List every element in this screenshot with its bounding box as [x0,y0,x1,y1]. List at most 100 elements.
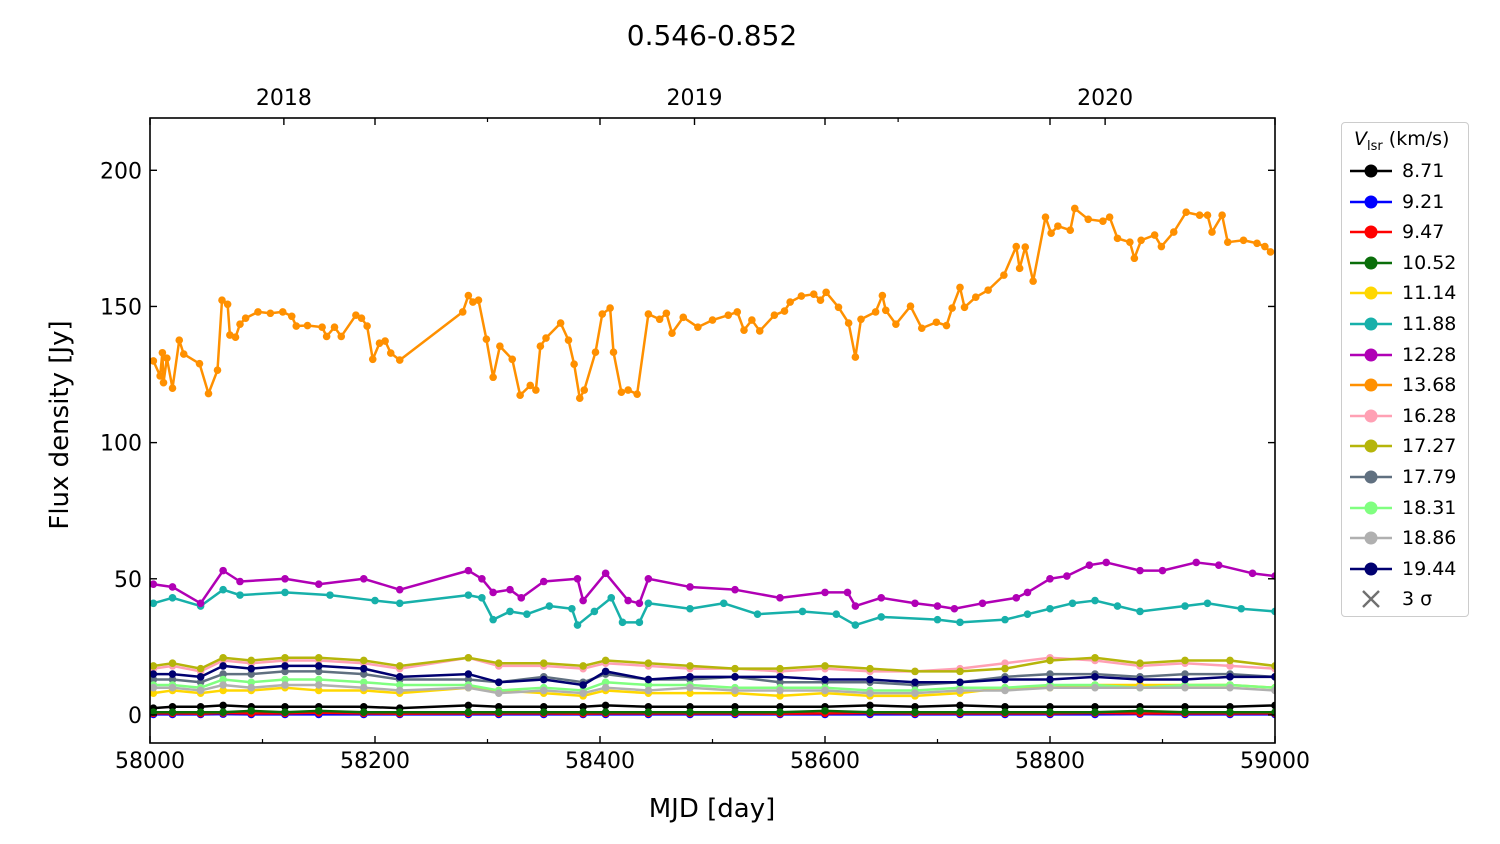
data-point [1091,653,1099,662]
data-point [386,349,395,357]
data-point [644,686,653,695]
data-point [494,689,503,697]
data-point [1271,662,1275,670]
data-point [1136,607,1144,616]
data-point [798,607,807,616]
data-point [281,667,289,676]
data-point [1047,229,1055,237]
data-point [168,670,177,678]
data-point [196,686,205,695]
legend-marker-icon [1350,439,1392,453]
data-point [219,681,227,689]
data-point [776,702,784,711]
data-point [821,686,829,695]
data-point [956,283,964,292]
data-point [1181,656,1189,665]
data-point [278,308,287,316]
data-point [523,610,531,618]
data-point [590,607,599,616]
data-point [539,702,548,711]
data-point [821,707,829,715]
data-point [281,588,289,597]
legend-label: 17.79 [1402,466,1457,488]
data-point [832,610,841,618]
data-point [266,309,275,318]
data-point [219,701,227,710]
data-point [204,389,213,398]
legend: Vlsr (km/s) 8.71 9.21 9.47 10.52 11.14 11.88 1… [1341,122,1469,617]
legend-entry: 10.52 [1348,249,1456,277]
data-point [542,334,550,342]
data-point [866,664,874,673]
data-point [236,577,244,586]
data-point [911,708,919,717]
data-point [517,594,526,602]
y-axis-label: Flux density [Jy] [45,320,75,529]
data-point [168,702,177,711]
data-point [731,708,739,717]
data-point [686,689,694,697]
data-point [536,342,545,351]
data-point [314,686,323,695]
data-point [740,326,748,334]
legend-marker-icon [1350,286,1392,300]
data-point [363,322,371,330]
data-point [359,664,368,673]
data-point [1181,670,1189,678]
data-point [644,708,653,717]
data-point [150,689,158,697]
data-point [359,670,368,678]
data-point [150,683,158,692]
data-point [223,300,232,309]
data-point [330,323,339,331]
data-point [601,701,610,710]
data-point [1063,572,1071,580]
data-point [1012,242,1021,251]
data-point [1248,569,1257,578]
y-tick-label: 150 [100,295,142,320]
y-tick-label: 50 [114,568,142,593]
data-point [322,332,331,341]
data-point [851,353,860,361]
data-point [933,602,942,610]
data-point [601,569,610,578]
data-point [1046,604,1054,613]
data-point [686,673,694,681]
data-point [150,662,158,670]
legend-entry: 17.79 [1348,463,1456,491]
legend-label: 9.47 [1402,221,1445,244]
y-tick-label: 100 [100,432,142,457]
legend-marker-icon [1350,531,1392,545]
data-point [635,599,644,608]
data-point [539,577,548,586]
data-point [579,708,587,717]
data-point [247,670,256,678]
data-point [359,656,368,665]
data-point [395,681,404,689]
legend-entry: 13.68 [1348,371,1456,399]
data-point [464,291,473,300]
legend-label: 17.27 [1402,435,1457,458]
data-point [780,307,789,315]
data-point [821,662,829,670]
data-point [464,591,473,599]
data-point [601,678,610,687]
data-point [932,318,941,327]
legend-entry: 12.28 [1348,341,1456,369]
legend-marker-icon [1350,409,1392,423]
data-point [532,386,540,394]
data-point [1136,675,1144,684]
data-point [877,594,886,602]
data-point [219,566,227,575]
data-point [359,708,368,717]
data-point [776,708,784,717]
data-point [971,293,980,301]
data-point [906,302,915,310]
data-point [357,314,366,322]
data-point [776,673,784,681]
data-point [956,678,964,687]
data-point [1271,708,1275,717]
data-point [395,356,404,364]
data-point [464,675,473,684]
data-point [175,336,184,345]
